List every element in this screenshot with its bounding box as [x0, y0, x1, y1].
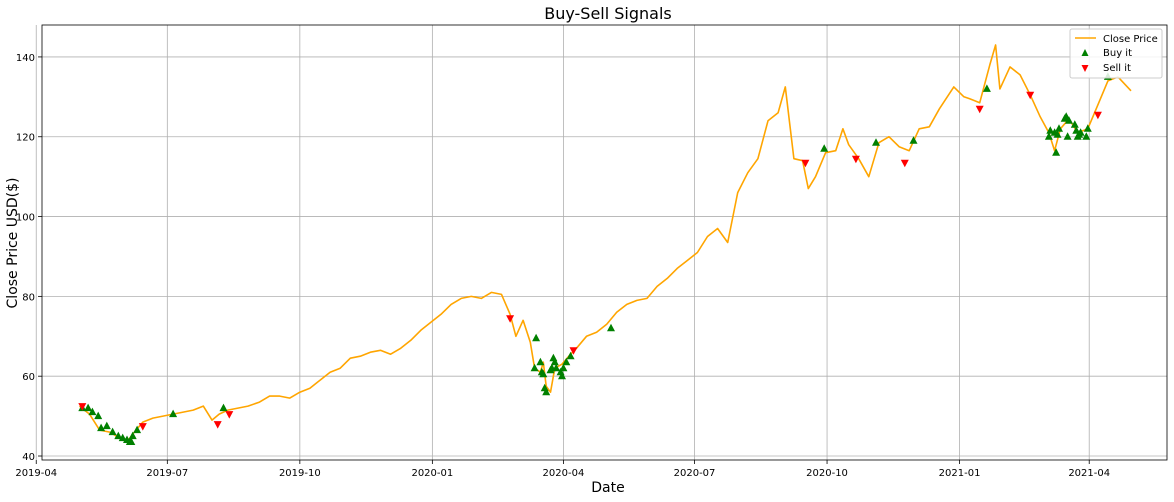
sell-marker [1026, 91, 1035, 100]
legend-buy-label: Buy it [1103, 48, 1132, 59]
buy-marker [607, 323, 615, 332]
buy-marker [94, 411, 103, 420]
x-axis-label: Date [591, 480, 624, 496]
sell-marker [138, 423, 147, 431]
buy-marker [108, 427, 117, 436]
y-tick-label: 60 [22, 372, 35, 383]
legend-box [1069, 28, 1163, 79]
x-tick-label: 2019-10 [279, 468, 321, 479]
buy-marker [169, 409, 178, 418]
buy-marker [1076, 128, 1085, 136]
legend: Close Price Buy it Sell it [1069, 28, 1163, 79]
sell-marker [213, 421, 222, 429]
buy-marker [97, 423, 106, 432]
sell-marker [851, 155, 860, 164]
buy-marker [1055, 124, 1063, 132]
sell-marker [900, 159, 909, 168]
buy-marker [128, 431, 137, 440]
sell-marker [975, 105, 984, 114]
buy-marker [102, 421, 111, 430]
sell-marker [78, 403, 87, 411]
buy-marker [872, 138, 880, 146]
buy-marker [559, 363, 568, 372]
buy-marker [532, 333, 541, 342]
buy-marker [542, 387, 551, 396]
buy-marker [1052, 148, 1061, 156]
legend-close-price-label: Close Price [1103, 34, 1158, 45]
grid [35, 25, 1167, 460]
buy-marker [1053, 130, 1062, 138]
buy-marker [1070, 120, 1079, 128]
x-tick-label: 2020-04 [543, 468, 585, 479]
x-axis: 2019-04 2019-07 2019-10 2020-01 2020-04 2020-… [15, 460, 1110, 479]
legend-sell-swatch [1081, 65, 1089, 72]
buy-marker [909, 136, 918, 144]
x-tick-label: 2019-07 [146, 468, 188, 479]
buy-marker [88, 407, 97, 416]
legend-buy-swatch [1081, 49, 1089, 56]
x-tick-label: 2021-01 [939, 468, 981, 479]
buy-marker [536, 357, 545, 366]
buy-marker [562, 357, 571, 366]
x-tick-label: 2019-04 [15, 468, 57, 479]
x-tick-label: 2020-01 [411, 468, 453, 479]
close-price-line [79, 44, 1132, 443]
chart-title: Buy-Sell Signals [544, 4, 672, 23]
buy-marker [114, 431, 123, 440]
buy-marker [558, 371, 566, 380]
buy-marker [118, 433, 127, 442]
buy-marker [1046, 126, 1055, 134]
y-tick-label: 80 [22, 292, 35, 303]
axes-frame [41, 24, 1168, 461]
buy-marker [219, 403, 228, 412]
sell-marker [1093, 111, 1102, 120]
sell-marker [506, 315, 515, 323]
sell-marker [225, 411, 234, 419]
buy-marker [530, 363, 539, 372]
buy-marker [1044, 132, 1053, 140]
buy-marker [566, 351, 575, 360]
buy-marker [1063, 132, 1072, 140]
y-tick-label: 40 [22, 452, 35, 463]
sell-marker [569, 347, 578, 355]
y-tick-label: 100 [16, 213, 35, 224]
buy-marker [1082, 132, 1091, 140]
sell-marker [801, 159, 810, 168]
buy-marker [84, 403, 93, 412]
buy-marker [539, 369, 548, 378]
legend-sell-label: Sell it [1103, 63, 1131, 74]
buy-marker [550, 357, 559, 366]
buy-marker [1065, 116, 1073, 124]
buy-marker [1083, 124, 1092, 132]
buy-marker [133, 425, 142, 434]
y-axis: 40 60 80 100 120 140 [16, 53, 42, 463]
y-tick-label: 140 [16, 53, 35, 64]
x-tick-label: 2021-04 [1068, 468, 1110, 479]
x-tick-label: 2020-07 [674, 468, 716, 479]
buy-marker [127, 437, 136, 445]
buy-marker [982, 84, 991, 92]
y-axis-label: Close Price USD($) [5, 178, 21, 309]
y-tick-label: 120 [16, 133, 35, 144]
x-tick-label: 2020-10 [806, 468, 848, 479]
buy-marker [552, 363, 561, 372]
buy-marker [820, 144, 829, 152]
